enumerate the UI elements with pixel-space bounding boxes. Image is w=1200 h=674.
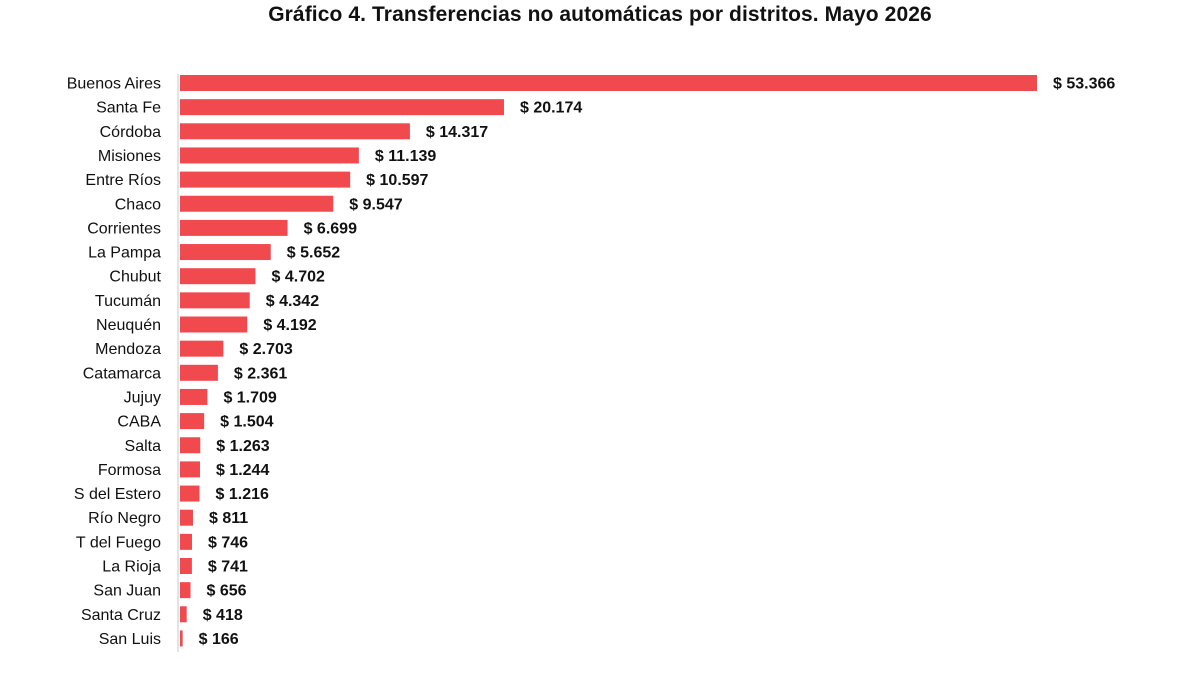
category-label: Tucumán [95,293,161,310]
value-label: $ 14.317 [426,124,488,141]
value-label: $ 1.504 [220,414,273,431]
bar [180,147,359,164]
category-label: La Pampa [88,245,161,262]
category-label: Santa Cruz [81,607,161,624]
bar [180,244,271,261]
bar [180,292,250,309]
bar [180,340,224,357]
category-label: CABA [117,414,161,431]
category-label: Santa Fe [96,100,161,117]
bar [180,606,187,623]
value-label: $ 2.703 [239,341,292,358]
value-label: $ 5.652 [287,245,340,262]
bar [180,99,504,116]
bar [180,316,248,333]
bar [180,171,351,188]
category-label: T del Fuego [76,534,161,551]
value-label: $ 11.139 [375,148,437,165]
labels-layer: Buenos Aires $ 53.366 Santa Fe $ 20.174 Córd… [67,76,1116,648]
category-label: San Luis [99,631,161,648]
value-label: $ 1.263 [216,438,269,455]
bar [180,413,205,430]
bar [180,195,334,212]
value-label: $ 418 [203,607,243,624]
category-label: S del Estero [74,486,161,503]
value-label: $ 656 [207,583,247,600]
bar [180,509,194,526]
category-label: Chubut [109,269,161,286]
category-label: Catamarca [83,365,161,382]
bar [180,558,192,574]
value-label: $ 4.192 [263,317,316,334]
value-label: $ 811 [209,510,248,527]
value-label: $ 741 [208,559,248,576]
bar [180,485,200,502]
bar [180,388,208,405]
bar [180,219,288,236]
value-label: $ 4.342 [266,293,319,310]
category-label: Entre Ríos [85,172,161,189]
category-label: San Juan [93,583,161,600]
value-label: $ 746 [208,534,248,551]
bar [180,630,183,647]
category-label: Chaco [115,196,161,213]
category-label: Corrientes [87,220,161,237]
bar [180,364,218,381]
value-label: $ 53.366 [1053,76,1115,93]
bar [180,461,200,478]
value-label: $ 2.361 [234,365,287,382]
bar [180,437,201,454]
value-label: $ 4.702 [272,269,325,286]
category-label: La Rioja [102,559,161,576]
bar [180,582,191,599]
category-label: Río Negro [88,510,161,527]
category-label: Córdoba [100,124,161,141]
bar [180,123,410,140]
category-label: Salta [125,438,162,455]
category-label: Mendoza [95,341,161,358]
bars-layer [180,75,1037,647]
bar [180,533,192,550]
bar [180,268,256,285]
category-label: Buenos Aires [67,76,161,93]
category-label: Misiones [98,148,161,165]
value-label: $ 1.244 [216,462,269,479]
value-label: $ 6.699 [304,220,357,237]
value-label: $ 20.174 [520,100,582,117]
value-label: $ 1.709 [223,389,276,406]
category-label: Jujuy [124,389,161,406]
value-label: $ 1.216 [216,486,269,503]
chart-title: Gráfico 4. Transferencias no automáticas… [268,3,932,26]
bar [180,75,1037,91]
value-label: $ 166 [199,631,239,648]
category-label: Neuquén [96,317,161,334]
value-label: $ 9.547 [349,196,402,213]
category-label: Formosa [98,462,161,479]
value-label: $ 10.597 [366,172,428,189]
